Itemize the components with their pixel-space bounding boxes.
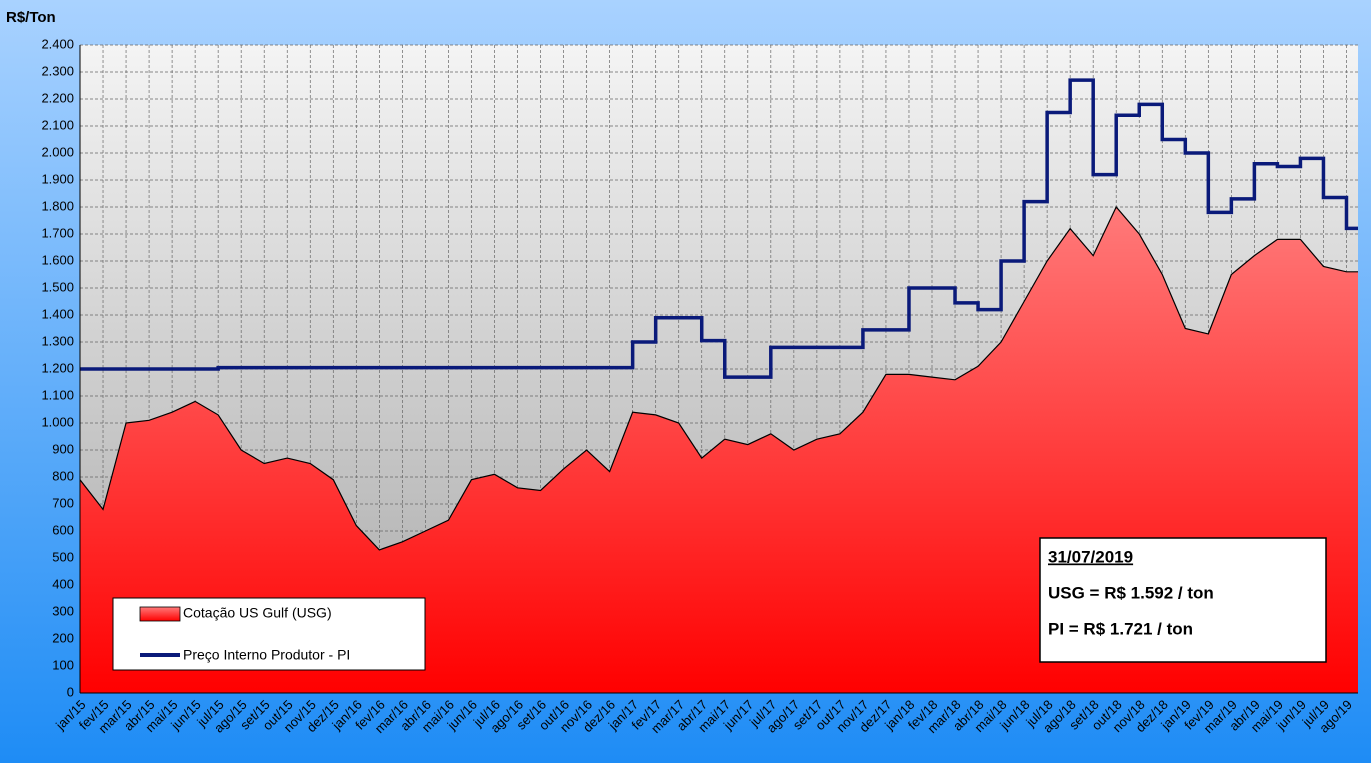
legend-label: Preço Interno Produtor - PI <box>183 647 350 663</box>
y-tick-label: 1.400 <box>41 306 74 321</box>
y-tick-label: 0 <box>67 684 74 699</box>
area-outline <box>79 205 1358 551</box>
y-tick-label: 2.100 <box>41 117 74 132</box>
y-tick-label: 2.200 <box>41 90 74 105</box>
y-tick-label: 1.700 <box>41 225 74 240</box>
y-tick-label: 1.900 <box>41 171 74 186</box>
y-tick-label: 800 <box>52 468 74 483</box>
y-tick-label: 1.000 <box>41 414 74 429</box>
legend-label: Cotação US Gulf (USG) <box>183 605 332 621</box>
y-tick-label: 1.800 <box>41 198 74 213</box>
annotation: 31/07/2019 USG = R$ 1.592 / ton PI = R$ … <box>1039 537 1327 663</box>
y-tick-label: 200 <box>52 630 74 645</box>
annotation-text: PI = R$ 1.721 / ton <box>1048 619 1193 638</box>
y-tick-label: 100 <box>52 657 74 672</box>
y-tick-label: 2.300 <box>41 63 74 78</box>
y-axis-label: R$/Ton <box>6 9 56 26</box>
area <box>80 207 1358 693</box>
y-tick-label: 1.200 <box>41 360 74 375</box>
y-tick-label: 400 <box>52 576 74 591</box>
legend-swatch <box>139 606 181 622</box>
y-tick-label: 700 <box>52 495 74 510</box>
y-tick-label: 1.500 <box>41 279 74 294</box>
line <box>80 78 1358 379</box>
y-tick-label: 2.400 <box>41 36 74 51</box>
y-tick-label: 900 <box>52 441 74 456</box>
annotation-date: 31/07/2019 <box>1048 547 1133 566</box>
y-tick-label: 1.600 <box>41 252 74 267</box>
annotation-box <box>1039 537 1327 663</box>
y-tick-label: 500 <box>52 549 74 564</box>
y-tick-label: 1.100 <box>41 387 74 402</box>
y-tick-label: 600 <box>52 522 74 537</box>
y-tick-label: 2.000 <box>41 144 74 159</box>
y-tick-label: 1.300 <box>41 333 74 348</box>
legend: Cotação US Gulf (USG) Preço Interno Prod… <box>112 597 426 671</box>
annotation-text: USG = R$ 1.592 / ton <box>1048 583 1214 602</box>
y-tick-label: 300 <box>52 603 74 618</box>
